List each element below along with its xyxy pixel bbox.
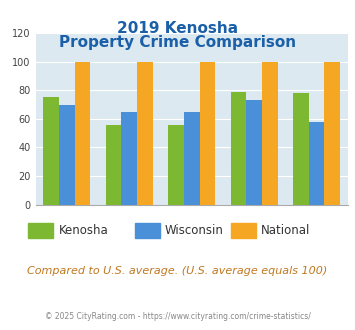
- Bar: [59, 105, 75, 205]
- Text: National: National: [261, 224, 310, 238]
- Bar: [262, 62, 278, 205]
- Text: 2019 Kenosha: 2019 Kenosha: [117, 21, 238, 36]
- Text: Compared to U.S. average. (U.S. average equals 100): Compared to U.S. average. (U.S. average …: [27, 266, 328, 276]
- Bar: [121, 112, 137, 205]
- Bar: [137, 62, 153, 205]
- Bar: [246, 100, 262, 205]
- Text: © 2025 CityRating.com - https://www.cityrating.com/crime-statistics/: © 2025 CityRating.com - https://www.city…: [45, 312, 310, 321]
- Text: Kenosha: Kenosha: [59, 224, 108, 238]
- Bar: [106, 124, 121, 205]
- Bar: [184, 112, 200, 205]
- Bar: [293, 93, 309, 205]
- Bar: [309, 122, 324, 205]
- Bar: [231, 92, 246, 205]
- Bar: [43, 97, 59, 205]
- Text: Property Crime Comparison: Property Crime Comparison: [59, 35, 296, 50]
- Bar: [324, 62, 340, 205]
- Bar: [168, 124, 184, 205]
- Bar: [75, 62, 90, 205]
- Bar: [200, 62, 215, 205]
- Text: Wisconsin: Wisconsin: [165, 224, 224, 238]
